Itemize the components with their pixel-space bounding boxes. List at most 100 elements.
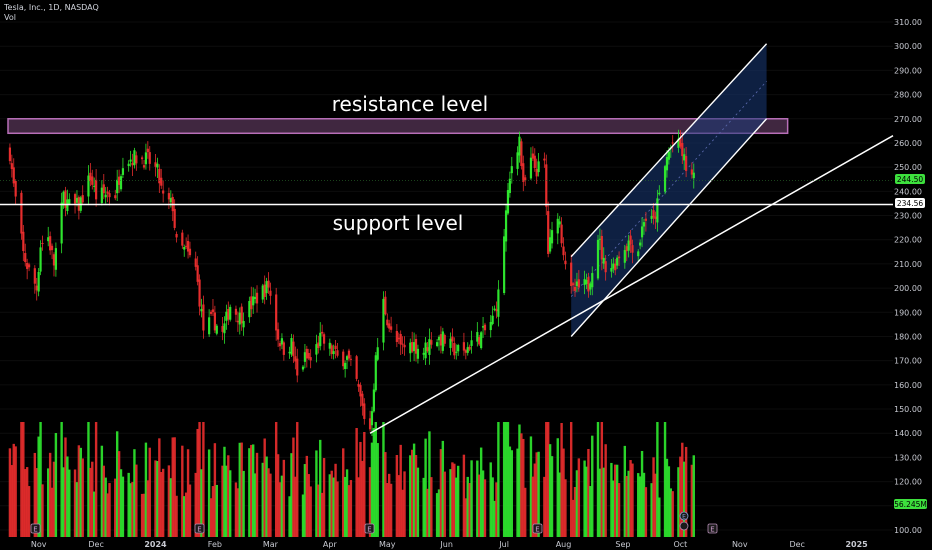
volume-bar	[211, 486, 215, 537]
candle-body	[639, 242, 642, 246]
candle-body	[495, 309, 498, 312]
volume-bar	[41, 484, 44, 537]
time-axis[interactable]: Nov Dec 2024 Feb Mar Apr May Jun Jul Aug Sep Oct Nov…	[31, 540, 868, 549]
volume-bar	[267, 468, 270, 537]
volume-bar	[14, 446, 17, 537]
candle-body	[409, 342, 412, 354]
candle-body	[319, 332, 322, 347]
volume-bar	[131, 481, 134, 537]
volume-bar	[495, 482, 498, 537]
candle-body	[658, 192, 661, 195]
support-label: support level	[333, 211, 464, 235]
earnings-marker[interactable]: E	[364, 523, 375, 534]
events-row[interactable]: E E E E E E	[30, 511, 718, 534]
support-trendline[interactable]	[369, 135, 894, 434]
volume-legend-label[interactable]: Vol	[4, 13, 16, 22]
volume-bar	[317, 484, 320, 537]
candle-body	[41, 242, 44, 244]
candle-body	[290, 337, 293, 355]
symbol-title[interactable]: Tesla, Inc., 1D, NASDAQ	[4, 3, 99, 12]
volume-bar	[596, 422, 600, 537]
volume-bar	[25, 467, 29, 537]
candle-body	[315, 344, 318, 355]
volume-bar	[623, 445, 627, 537]
dividend-marker[interactable]	[679, 521, 689, 531]
candle-body	[683, 154, 686, 161]
candle-body	[411, 342, 414, 352]
candle-body	[119, 176, 123, 190]
resistance-band[interactable]	[7, 118, 789, 135]
earnings-marker[interactable]: E	[194, 523, 205, 534]
candle-body	[587, 277, 590, 292]
candle-body	[142, 165, 146, 168]
candle-body	[50, 245, 54, 251]
price-tick-label: 230.00	[894, 212, 922, 221]
volume-bar	[382, 422, 385, 537]
dividend-marker[interactable]: E	[679, 511, 689, 521]
candle-body	[223, 323, 226, 334]
candle-body	[280, 338, 284, 345]
volume-bar	[307, 474, 310, 537]
candle-body	[227, 308, 230, 320]
volume-bar	[368, 467, 372, 537]
volume-bar	[223, 446, 226, 537]
volume-bar	[20, 422, 23, 537]
volume-bar	[627, 470, 630, 537]
volume-bar	[464, 498, 468, 537]
candle-body	[221, 326, 224, 332]
volume-bar	[50, 487, 54, 537]
volume-bar	[292, 437, 295, 537]
volume-bar	[573, 487, 577, 537]
price-axis[interactable]: 100.00110.00120.00130.00140.00150.00160.…	[894, 18, 922, 535]
volume-bar	[667, 466, 671, 537]
volume-bar	[8, 448, 12, 537]
volume-bar	[303, 464, 307, 537]
time-tick-label: Jun	[439, 540, 453, 549]
volume-bar	[127, 472, 130, 537]
volume-bar	[355, 427, 358, 537]
candle-body	[397, 337, 400, 340]
candle-body	[10, 163, 13, 170]
last-price-badge: 244.50	[895, 174, 925, 184]
candle-body	[54, 248, 57, 270]
candle-body	[617, 256, 621, 259]
volume-bar	[156, 461, 159, 537]
earnings-marker[interactable]: E	[30, 523, 41, 534]
earnings-marker[interactable]: E	[532, 523, 543, 534]
candle-body	[455, 351, 458, 353]
price-tick-label: 150.00	[894, 405, 922, 414]
volume-bar	[470, 460, 473, 537]
candle-body	[401, 343, 404, 345]
volume-bar	[278, 482, 282, 537]
volume-bar	[476, 460, 479, 537]
volume-bar	[585, 466, 588, 537]
volume-bar	[518, 424, 521, 537]
candle-body	[508, 178, 511, 194]
volume-bar	[361, 460, 364, 537]
volume-bar	[428, 431, 431, 537]
volume-bar	[615, 464, 619, 537]
candle-body	[236, 320, 239, 323]
volume-bar	[604, 444, 607, 537]
volume-bar	[535, 452, 538, 537]
volume-bar	[108, 483, 111, 537]
candle-body	[162, 190, 165, 194]
volume-bar	[236, 488, 240, 537]
candle-body	[330, 345, 333, 355]
candle-body	[631, 245, 634, 253]
candle-body	[73, 194, 77, 204]
candle-body	[623, 250, 626, 263]
channel-midline	[570, 80, 767, 297]
candle-body	[102, 184, 105, 194]
volume-bar	[370, 442, 374, 537]
upcoming-earnings-marker[interactable]: E	[707, 523, 718, 534]
volume-bar	[301, 494, 305, 537]
channel-upper-line[interactable]	[570, 43, 768, 258]
time-tick-label: Dec	[789, 540, 804, 549]
volume-bar	[342, 448, 345, 537]
volume-bar	[276, 454, 280, 537]
candle-body	[196, 265, 199, 282]
volume-bar	[462, 454, 466, 537]
candle-body	[524, 177, 527, 181]
